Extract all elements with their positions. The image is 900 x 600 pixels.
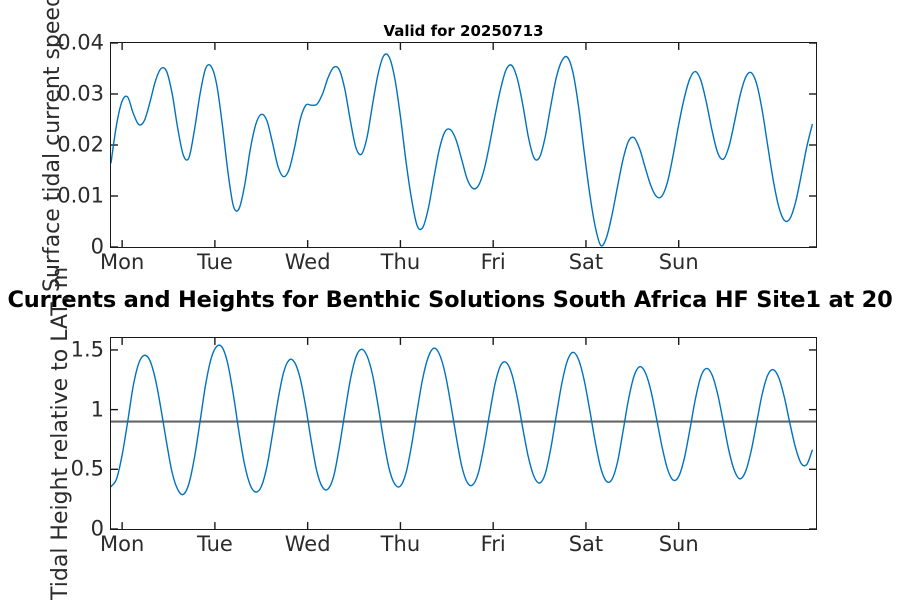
x-tick-label: Mon bbox=[99, 532, 145, 556]
plot-area-top bbox=[111, 43, 816, 247]
x-tick-label: Sat bbox=[568, 532, 604, 556]
y-axis-label-bottom: Tidal Height relative to LAT, m bbox=[48, 266, 73, 600]
x-tick-label: Sun bbox=[658, 250, 699, 274]
y-tick-label: 1.5 bbox=[70, 337, 104, 362]
y-tick-label: 0.5 bbox=[70, 456, 104, 481]
y-tick-label: 0.04 bbox=[57, 30, 104, 55]
x-tick-label: Fri bbox=[480, 532, 506, 556]
x-tick-label: Sat bbox=[568, 250, 604, 274]
y-tick-label: 1 bbox=[90, 397, 104, 422]
y-tick-label: 0.02 bbox=[57, 132, 104, 157]
x-tick-label: Mon bbox=[99, 250, 145, 274]
x-tick-label: Wed bbox=[284, 532, 331, 556]
chart-surface-current-speed: Valid for 20250713 0 0.01 0.02 0.03 0.04 Mon T… bbox=[57, 22, 817, 273]
y-tick-label: 0 bbox=[90, 516, 104, 541]
y-tick-label: 0.03 bbox=[57, 81, 104, 106]
x-tick-label: Tue bbox=[196, 250, 233, 274]
y-tick-label: 0 bbox=[90, 234, 104, 259]
x-tick-label: Fri bbox=[480, 250, 506, 274]
data-series-line bbox=[111, 54, 812, 246]
chart-tidal-height: 0 0.5 1 1.5 Mon Tue Wed Thu Fri Sat Sun bbox=[71, 337, 817, 555]
data-series-line bbox=[111, 345, 812, 494]
x-tick-label: Wed bbox=[284, 250, 331, 274]
y-axis-label-top: Surface tidal current speed, kn bbox=[40, 0, 65, 292]
x-tick-label: Tue bbox=[196, 532, 233, 556]
x-tick-label: Thu bbox=[380, 532, 421, 556]
chart-subtitle: Valid for 20250713 bbox=[383, 22, 544, 40]
x-tick-label: Thu bbox=[380, 250, 421, 274]
x-tick-label: Sun bbox=[658, 532, 699, 556]
plot-area-bottom bbox=[111, 338, 816, 529]
main-title: Currents and Heights for Benthic Solutio… bbox=[7, 287, 893, 313]
y-tick-label: 0.01 bbox=[57, 183, 104, 208]
